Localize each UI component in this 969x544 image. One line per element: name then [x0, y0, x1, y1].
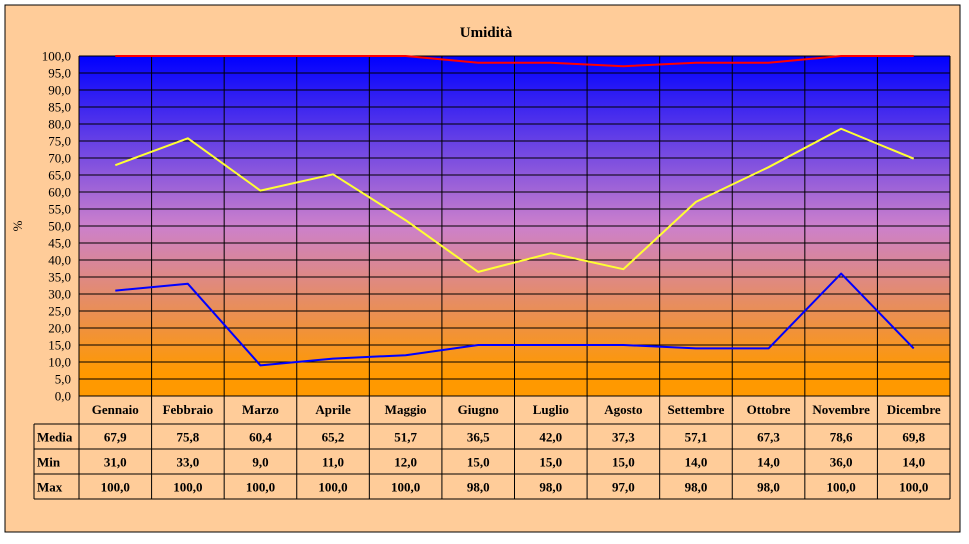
- table-value: 37,3: [612, 430, 635, 445]
- table-value: 100,0: [391, 480, 420, 495]
- table-value: 12,0: [394, 455, 417, 470]
- y-tick-label: 90,0: [48, 83, 71, 98]
- table-value: 14,0: [757, 455, 780, 470]
- table-value: 67,9: [104, 430, 127, 445]
- x-category-label: Settembre: [668, 402, 725, 417]
- x-category-label: Maggio: [385, 402, 427, 417]
- table-value: 57,1: [685, 430, 708, 445]
- x-category-label: Agosto: [604, 402, 642, 417]
- table-value: 15,0: [612, 455, 635, 470]
- y-tick-label: 85,0: [48, 100, 71, 115]
- table-value: 11,0: [322, 455, 344, 470]
- y-tick-label: 50,0: [48, 219, 71, 234]
- data-table: Gennaio Febbraio Marzo Aprile Maggio Giugno Lu…: [33, 395, 951, 500]
- table-value: 78,6: [830, 430, 853, 445]
- y-tick-label: 25,0: [48, 304, 71, 319]
- table-value: 98,0: [685, 480, 708, 495]
- y-axis-ticks: 0,0 5,0 10,0 15,0 20,0 25,0 30,0 35,0 40,0 45,0 50…: [42, 49, 71, 404]
- table-series-name: Min: [37, 455, 61, 470]
- table-value: 100,0: [173, 480, 202, 495]
- x-category-label: Gennaio: [92, 402, 139, 417]
- x-category-label: Aprile: [315, 402, 351, 417]
- y-tick-label: 60,0: [48, 185, 71, 200]
- x-category-label: Dicembre: [887, 402, 941, 417]
- x-category-label: Febbraio: [163, 402, 214, 417]
- y-tick-label: 5,0: [55, 372, 71, 387]
- y-tick-label: 20,0: [48, 321, 71, 336]
- y-tick-label: 80,0: [48, 117, 71, 132]
- y-tick-label: 65,0: [48, 168, 71, 183]
- series-line-media: [114, 127, 915, 273]
- x-category-label: Novembre: [812, 402, 870, 417]
- table-value: 36,0: [830, 455, 853, 470]
- table-value: 98,0: [539, 480, 562, 495]
- series-lines: [114, 55, 915, 367]
- table-value: 98,0: [757, 480, 780, 495]
- table-value: 15,0: [539, 455, 562, 470]
- table-value: 100,0: [318, 480, 347, 495]
- series-line-min: [115, 272, 915, 367]
- table-value: 33,0: [177, 455, 200, 470]
- table-value: 75,8: [177, 430, 200, 445]
- table-value: 65,2: [322, 430, 345, 445]
- table-value: 60,4: [249, 430, 272, 445]
- chart-title: Umidità: [460, 25, 513, 41]
- y-axis-label: %: [10, 220, 25, 231]
- table-series-name: Media: [37, 430, 73, 445]
- y-tick-label: 10,0: [48, 355, 71, 370]
- y-tick-label: 30,0: [48, 287, 71, 302]
- table-value: 69,8: [902, 430, 925, 445]
- x-category-label: Ottobre: [747, 402, 791, 417]
- table-value: 36,5: [467, 430, 490, 445]
- table-value: 97,0: [612, 480, 635, 495]
- y-tick-label: 0,0: [55, 389, 71, 404]
- table-value: 42,0: [539, 430, 562, 445]
- table-value: 100,0: [827, 480, 856, 495]
- table-value: 100,0: [101, 480, 130, 495]
- table-value: 14,0: [685, 455, 708, 470]
- table-series-name: Max: [37, 480, 63, 495]
- series-line-max: [115, 55, 914, 68]
- table-value: 100,0: [899, 480, 928, 495]
- y-tick-label: 75,0: [48, 134, 71, 149]
- x-category-label: Marzo: [242, 402, 279, 417]
- table-value: 15,0: [467, 455, 490, 470]
- y-tick-label: 40,0: [48, 253, 71, 268]
- table-value: 14,0: [902, 455, 925, 470]
- table-value: 9,0: [252, 455, 268, 470]
- x-category-label: Giugno: [458, 402, 499, 417]
- y-tick-label: 100,0: [42, 49, 71, 64]
- table-value: 100,0: [246, 480, 275, 495]
- y-tick-label: 95,0: [48, 66, 71, 81]
- table-value: 51,7: [394, 430, 417, 445]
- table-value: 31,0: [104, 455, 127, 470]
- y-tick-label: 45,0: [48, 236, 71, 251]
- y-tick-label: 55,0: [48, 202, 71, 217]
- y-tick-label: 15,0: [48, 338, 71, 353]
- table-value: 67,3: [757, 430, 780, 445]
- y-tick-label: 35,0: [48, 270, 71, 285]
- x-category-label: Luglio: [533, 402, 569, 417]
- y-tick-label: 70,0: [48, 151, 71, 166]
- table-value: 98,0: [467, 480, 490, 495]
